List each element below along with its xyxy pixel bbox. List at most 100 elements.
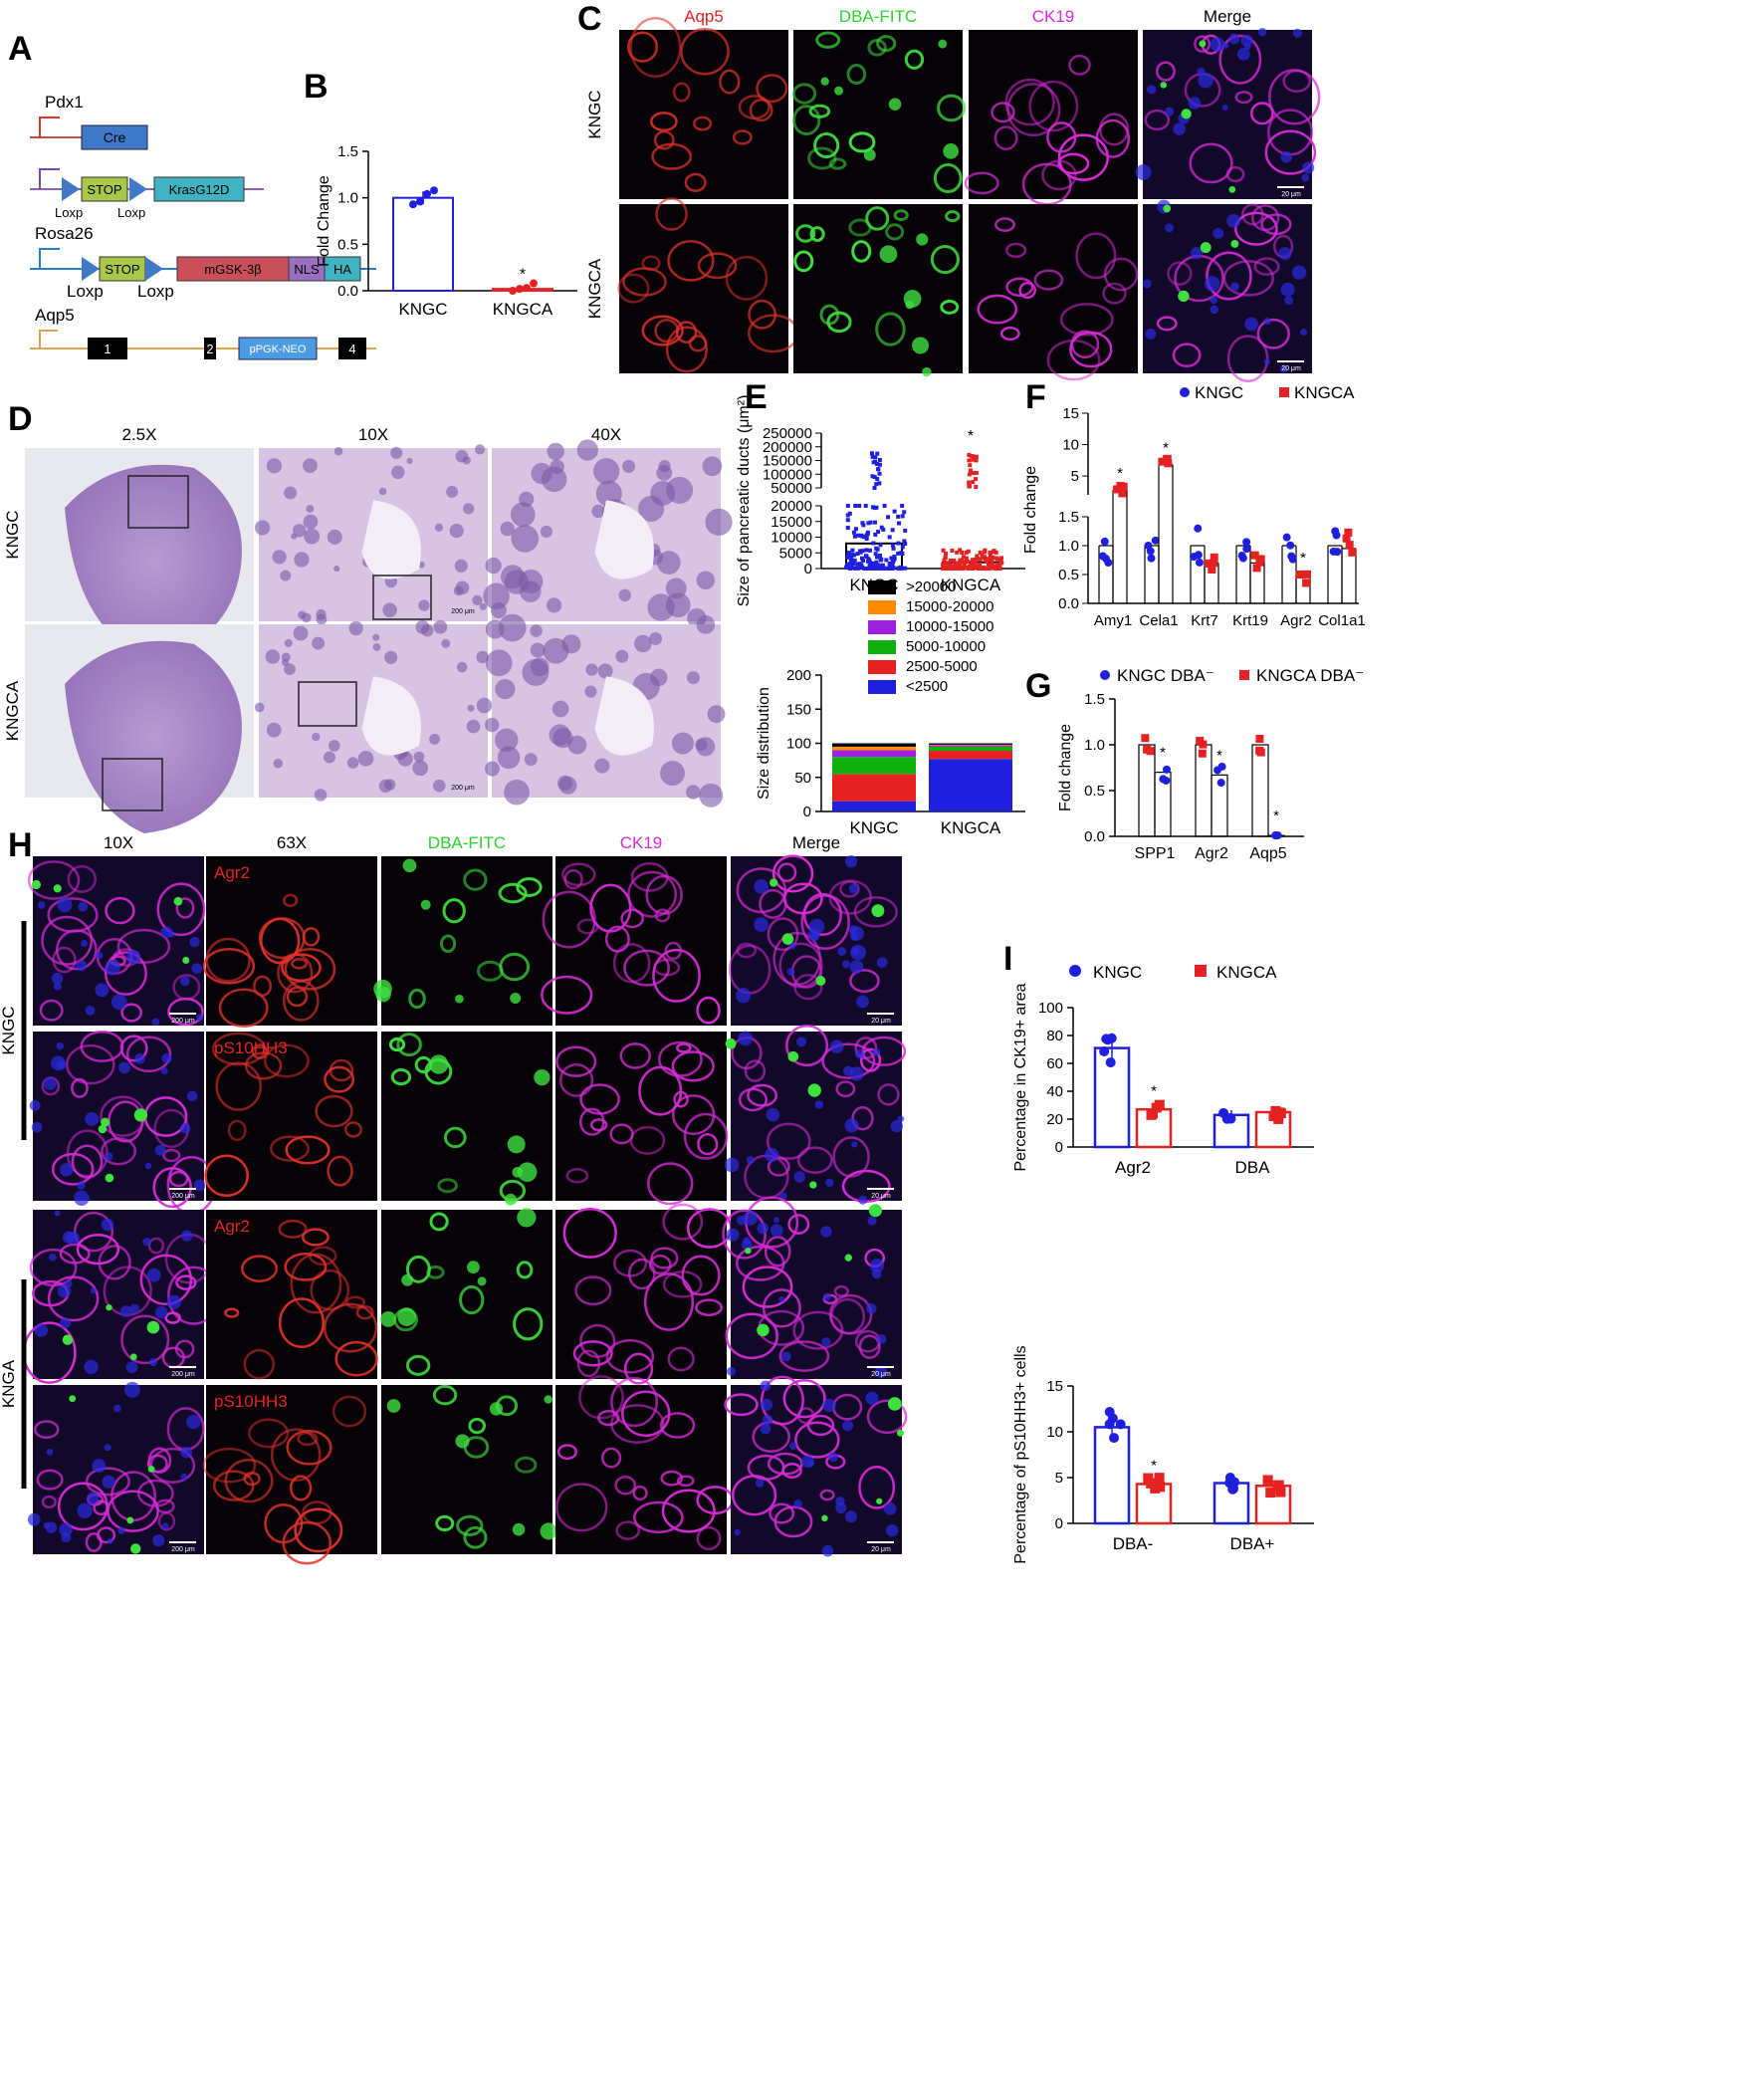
scale-label: 20 μm xyxy=(871,1193,891,1200)
nucleus xyxy=(835,1496,845,1506)
stop-box xyxy=(99,256,146,282)
cell-nucleus xyxy=(510,502,536,528)
nucleus xyxy=(755,1479,765,1488)
data-point xyxy=(423,189,431,198)
cre-label: Cre xyxy=(104,129,126,145)
cell-ring xyxy=(937,94,967,122)
cell-nucleus xyxy=(294,552,310,568)
nucleus xyxy=(74,1190,90,1206)
dba-spot xyxy=(887,1397,902,1411)
cell-ring xyxy=(555,1045,597,1077)
column-header: 40X xyxy=(591,425,621,444)
cell-nucleus xyxy=(280,570,292,581)
nucleus xyxy=(822,1398,836,1413)
cell-nucleus xyxy=(485,717,500,733)
data-point xyxy=(1146,547,1155,556)
data-point xyxy=(869,562,874,567)
nucleus xyxy=(104,1444,111,1452)
dba-spot xyxy=(397,1307,417,1326)
data-point xyxy=(978,551,983,556)
y-tick-label: 100 xyxy=(1038,1000,1063,1017)
dba-spot xyxy=(517,1208,537,1228)
group-label: KNGA xyxy=(0,1359,18,1408)
cell-nucleus xyxy=(266,458,283,474)
data-point xyxy=(973,558,978,563)
nucleus xyxy=(57,1060,67,1070)
cell-ring xyxy=(104,951,147,996)
cell-ring xyxy=(278,1297,326,1349)
cell-ring xyxy=(291,957,308,970)
scale-label: 200 μm xyxy=(171,1371,195,1378)
cell-nucleus xyxy=(472,594,483,606)
cell-nucleus xyxy=(485,649,513,677)
cell-ring xyxy=(1218,34,1262,85)
panel-letter-f: F xyxy=(1025,378,1046,416)
exon-1-label: 1 xyxy=(104,342,110,356)
data-point xyxy=(863,504,868,508)
cell-nucleus xyxy=(390,446,403,459)
data-point xyxy=(943,561,948,566)
loxp-triangle xyxy=(145,257,163,281)
nucleus xyxy=(821,1337,831,1347)
zoom-box xyxy=(372,575,432,620)
data-point xyxy=(872,459,877,464)
data-point xyxy=(995,562,1000,567)
cell-nucleus xyxy=(333,446,343,456)
dba-spot xyxy=(922,366,932,377)
cell-nucleus xyxy=(284,486,298,500)
nucleus xyxy=(793,1499,802,1508)
cell-ring xyxy=(627,870,678,918)
data-point xyxy=(1273,830,1282,839)
data-point xyxy=(1198,749,1207,758)
dba-spot xyxy=(807,1083,821,1097)
dba-spot xyxy=(781,933,794,945)
nucleus xyxy=(193,1179,206,1192)
cell-ring xyxy=(285,1135,331,1165)
data-point xyxy=(860,521,865,526)
cell-nucleus xyxy=(265,649,281,664)
chart-f: 5 10 15 0.0 0.5 1.0 1.5 Fold change * Amy1 * Cela1 K… xyxy=(1022,383,1366,629)
scale-label: 200 μm xyxy=(171,1193,195,1200)
data-point xyxy=(872,485,877,490)
legend-swatch xyxy=(868,660,896,674)
cell-ring xyxy=(782,1378,826,1419)
cell-ring xyxy=(632,1485,648,1501)
nucleus xyxy=(1240,34,1253,47)
y-axis-label: Size distribution xyxy=(756,687,772,800)
data-point xyxy=(959,559,964,564)
kras-label: KrasG12D xyxy=(169,182,230,197)
cell-nucleus xyxy=(429,733,441,745)
nucleus xyxy=(161,1522,169,1530)
cell-ring xyxy=(149,1447,196,1484)
data-point xyxy=(944,565,949,570)
cell-ring xyxy=(1233,211,1278,246)
cell-ring xyxy=(696,1525,722,1551)
data-point xyxy=(848,562,853,567)
nucleus xyxy=(743,1211,758,1226)
significance-star: * xyxy=(520,266,526,283)
significance-star: * xyxy=(1117,465,1123,482)
nucleus xyxy=(883,1501,897,1515)
x-tick-label: KNGC xyxy=(398,300,447,319)
cell-ring xyxy=(885,223,905,241)
legend-swatch xyxy=(1100,670,1110,680)
data-point xyxy=(1252,564,1261,573)
cell-nucleus xyxy=(550,459,564,475)
cell-nucleus xyxy=(576,439,598,461)
cell-ring xyxy=(653,129,675,150)
y-tick-label: 0 xyxy=(803,804,811,820)
y-tick-label: 1.0 xyxy=(1058,538,1079,555)
dba-spot xyxy=(1199,40,1207,48)
cell-nucleus xyxy=(391,465,405,480)
data-point xyxy=(845,555,850,560)
nucleus xyxy=(876,1333,887,1344)
nucleus xyxy=(754,917,769,932)
column-header: 10X xyxy=(358,425,388,444)
cell-ring xyxy=(673,1090,689,1108)
cell-ring xyxy=(218,988,269,1029)
nucleus xyxy=(160,1066,168,1075)
cell-ring xyxy=(1046,339,1101,381)
column-header: CK19 xyxy=(620,833,663,852)
data-point xyxy=(971,480,976,485)
